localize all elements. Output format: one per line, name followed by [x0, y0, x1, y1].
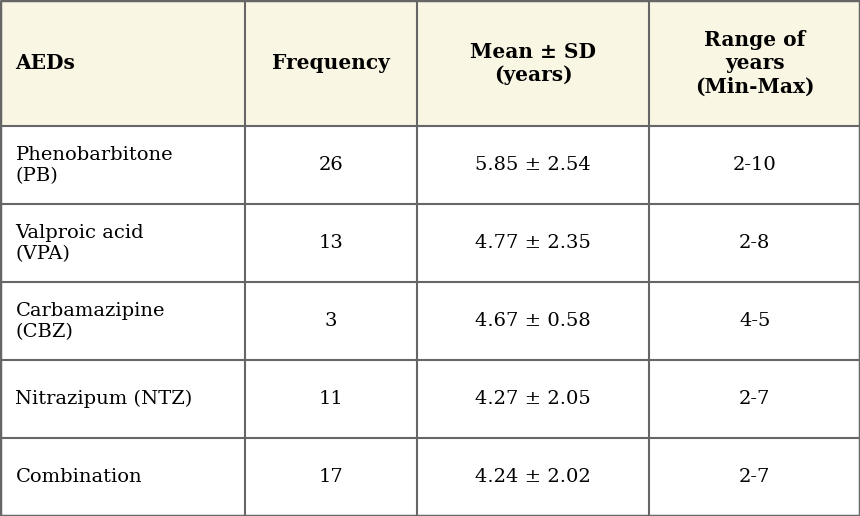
Bar [649, 360, 860, 438]
Text: 11: 11 [319, 390, 343, 408]
Bar [649, 282, 860, 360]
Text: Range of
years
(Min-Max): Range of years (Min-Max) [695, 30, 814, 96]
Text: 2-10: 2-10 [733, 156, 777, 174]
Text: Combination: Combination [15, 468, 142, 486]
Bar [0, 360, 245, 438]
Text: 4.67 ± 0.58: 4.67 ± 0.58 [476, 312, 591, 330]
Text: 4.77 ± 2.35: 4.77 ± 2.35 [476, 234, 591, 252]
Bar [417, 282, 649, 360]
Text: 4.24 ± 2.02: 4.24 ± 2.02 [476, 468, 591, 486]
Bar [0, 438, 245, 516]
Bar [417, 204, 649, 282]
Bar [417, 360, 649, 438]
Bar [417, 438, 649, 516]
Bar [245, 0, 417, 126]
Text: 13: 13 [319, 234, 343, 252]
Bar [0, 282, 245, 360]
Text: Phenobarbitone
(PB): Phenobarbitone (PB) [15, 146, 173, 185]
Bar [245, 438, 417, 516]
Bar [245, 360, 417, 438]
Bar [649, 126, 860, 204]
Text: 4-5: 4-5 [739, 312, 771, 330]
Text: 5.85 ± 2.54: 5.85 ± 2.54 [476, 156, 591, 174]
Text: Nitrazipum (NTZ): Nitrazipum (NTZ) [15, 390, 193, 408]
Text: 2-7: 2-7 [739, 468, 771, 486]
Text: Mean ± SD
(years): Mean ± SD (years) [470, 42, 596, 85]
Bar [245, 282, 417, 360]
Bar [649, 204, 860, 282]
Bar [649, 0, 860, 126]
Text: AEDs: AEDs [15, 53, 76, 73]
Bar [0, 126, 245, 204]
Text: 3: 3 [325, 312, 337, 330]
Text: 17: 17 [319, 468, 343, 486]
Bar [0, 0, 245, 126]
Bar [245, 126, 417, 204]
Text: Carbamazipine
(CBZ): Carbamazipine (CBZ) [15, 302, 165, 341]
Text: 2-7: 2-7 [739, 390, 771, 408]
Bar [0, 204, 245, 282]
Text: Valproic acid
(VPA): Valproic acid (VPA) [15, 224, 144, 263]
Bar [245, 204, 417, 282]
Text: 26: 26 [319, 156, 343, 174]
Text: 2-8: 2-8 [739, 234, 771, 252]
Text: Frequency: Frequency [273, 53, 390, 73]
Bar [417, 0, 649, 126]
Bar [417, 126, 649, 204]
Text: 4.27 ± 2.05: 4.27 ± 2.05 [476, 390, 591, 408]
Bar [649, 438, 860, 516]
